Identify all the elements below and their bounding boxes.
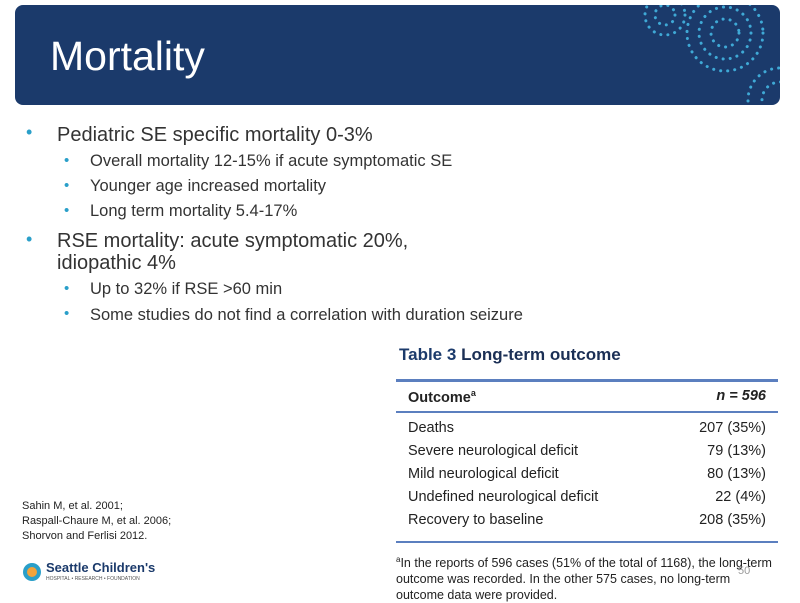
bullet-text: Pediatric SE specific mortality 0-3%: [57, 124, 373, 146]
page-number: 50: [738, 565, 751, 577]
sub-bullet-text: Overall mortality 12-15% if acute sympto…: [90, 152, 453, 170]
note-marker: a: [470, 388, 476, 398]
bullet: •: [64, 305, 70, 322]
rule: [396, 411, 778, 413]
slide-title: Mortality: [50, 33, 205, 79]
table-title: Table 3 Long-term outcome: [399, 345, 621, 365]
sub-bullet-text: Up to 32% if RSE >60 min: [90, 280, 283, 298]
citation: Raspall-Chaure M, et al. 2006;: [22, 515, 172, 527]
table-label: Table 3: [399, 345, 457, 364]
table: Table 3 Long-term outcome Outcomea n = 5…: [396, 345, 778, 550]
header-bar: Mortality: [15, 5, 780, 105]
table-row: Deaths 207 (35%): [408, 420, 768, 436]
footnote-text: In the reports of 596 cases (51% of the …: [396, 556, 772, 603]
table-cell: 80 (13%): [707, 466, 766, 482]
table-cell: Undefined neurological deficit: [408, 489, 599, 505]
table-header: Outcomea n = 596: [408, 388, 768, 406]
bullet: •: [64, 280, 70, 297]
rule: [396, 379, 778, 382]
table-cell: Severe neurological deficit: [408, 443, 579, 459]
citation: Shorvon and Ferlisi 2012.: [22, 530, 148, 542]
table-cell: 22 (4%): [715, 489, 766, 505]
table-row: Mild neurological deficit 80 (13%): [408, 466, 768, 482]
table-cell: Mild neurological deficit: [408, 466, 559, 482]
logo-tagline: HOSPITAL • RESEARCH • FOUNDATION: [46, 576, 140, 582]
table-cell: 208 (35%): [699, 512, 766, 528]
table-row: Severe neurological deficit 79 (13%): [408, 443, 768, 459]
bullet-text: RSE mortality: acute symptomatic 20%, id…: [57, 230, 409, 274]
citations: Sahin M, et al. 2001; Raspall-Chaure M, …: [22, 499, 171, 544]
bullet: •: [26, 229, 33, 249]
bullet: •: [26, 122, 33, 142]
logo-name: Seattle Children's: [46, 560, 156, 575]
sub-bullet-text: Some studies do not find a correlation w…: [90, 306, 523, 324]
sub-bullet-text: Long term mortality 5.4-17%: [90, 202, 298, 220]
rule: [396, 541, 778, 543]
table-row: Recovery to baseline 208 (35%): [408, 512, 768, 528]
sub-bullet-text: Younger age increased mortality: [90, 177, 327, 195]
table-cell: 79 (13%): [707, 443, 766, 459]
table-cell: 207 (35%): [699, 420, 766, 436]
header-cell: Outcome: [408, 389, 471, 406]
table-footnote: aIn the reports of 596 cases (51% of the…: [396, 552, 781, 603]
bullet: •: [64, 177, 70, 194]
note-marker: a: [396, 555, 401, 564]
table-cell: Recovery to baseline: [408, 512, 544, 528]
bullet: •: [64, 202, 70, 219]
bullet: •: [64, 152, 70, 169]
logo-mark: [23, 563, 41, 581]
header-cell: n = 596: [716, 388, 766, 404]
table-caption: Long-term outcome: [461, 345, 621, 364]
citation: Sahin M, et al. 2001;: [22, 500, 123, 512]
decoration: [643, 5, 780, 105]
table-cell: Deaths: [408, 420, 454, 436]
table-row: Undefined neurological deficit 22 (4%): [408, 489, 768, 505]
